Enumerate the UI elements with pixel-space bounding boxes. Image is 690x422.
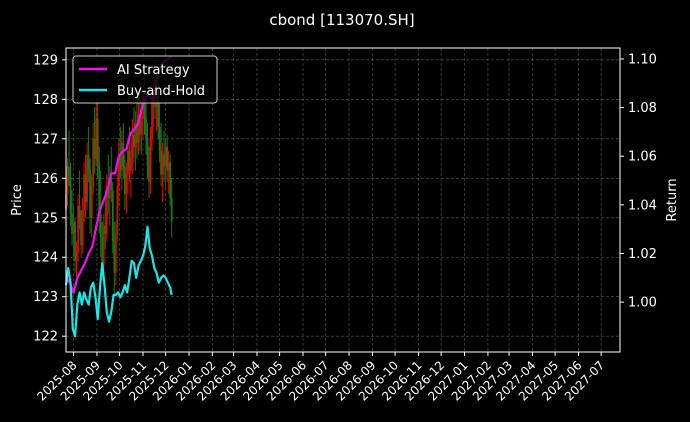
- plot-frame: [65, 47, 621, 353]
- y-tick-label-left: 128: [33, 93, 58, 108]
- y-tick-label-left: 126: [33, 172, 58, 187]
- candle-body: [120, 142, 123, 171]
- series-line-buy-and-hold: [64, 225, 173, 338]
- candle-body: [146, 138, 149, 167]
- candle-body: [157, 87, 159, 127]
- candle-body: [99, 213, 102, 238]
- candle-body: [116, 186, 119, 234]
- y-axis-right-label: Return: [665, 178, 680, 221]
- candle-body: [114, 233, 117, 274]
- candle-body: [145, 119, 147, 139]
- y-tick-label-right: 1.08: [628, 101, 657, 116]
- candle-body: [158, 126, 161, 151]
- candle-body: [108, 178, 111, 199]
- candle-body: [169, 162, 172, 199]
- candle-body: [136, 123, 138, 143]
- y-tick-label-right: 1.06: [628, 150, 657, 165]
- candle-body: [164, 146, 167, 167]
- y-axis-left-label: Price: [10, 184, 25, 216]
- candle-body: [107, 186, 110, 199]
- candle-body: [83, 174, 86, 210]
- candle-body: [90, 186, 93, 218]
- candle-body: [160, 150, 163, 175]
- candle-body: [131, 134, 134, 159]
- candle-body: [166, 146, 169, 171]
- y-tick-label-right: 1.02: [628, 247, 657, 262]
- y-tick-label-left: 122: [33, 330, 58, 345]
- candle-body: [105, 186, 108, 234]
- legend: AI Strategy Buy-and-Hold: [72, 55, 218, 104]
- candle-body: [167, 162, 170, 171]
- candle-body: [113, 241, 116, 274]
- candle-body: [84, 174, 87, 202]
- candle-body: [78, 205, 81, 218]
- y-tick-label-left: 124: [33, 251, 58, 266]
- candle-body: [133, 134, 135, 147]
- y-tick-label-right: 1.00: [628, 296, 657, 311]
- y-tick-label-left: 123: [33, 290, 58, 305]
- candle-body: [119, 154, 122, 171]
- legend-label-ai-strategy: AI Strategy: [117, 63, 190, 78]
- y-axis-right: 1.00 1.02 1.04 1.06 1.08 1.10: [620, 52, 657, 311]
- candle-body: [77, 205, 79, 254]
- candle-body: [149, 138, 152, 183]
- candle-body: [104, 225, 107, 234]
- candle-body: [81, 209, 84, 246]
- candle-body: [130, 158, 132, 171]
- candle-body: [140, 111, 143, 135]
- y-tick-label-left: 125: [33, 211, 58, 226]
- candle-body: [122, 142, 125, 167]
- candle-body: [87, 154, 90, 171]
- y-tick-label-right: 1.10: [628, 52, 657, 67]
- candle-body: [128, 150, 131, 171]
- candle-body: [123, 166, 126, 195]
- candle-body: [111, 190, 114, 242]
- candle-body: [80, 217, 82, 246]
- candle-body: [161, 154, 164, 175]
- candle-body: [163, 154, 166, 167]
- legend-box: [72, 55, 218, 104]
- grid: [66, 48, 620, 352]
- y-axis-left: 122 123 124 125 126 127 128 129: [33, 53, 66, 345]
- y-tick-label-left: 127: [33, 132, 58, 147]
- candle-body: [102, 225, 105, 266]
- candle-body: [75, 253, 78, 262]
- candle-body: [72, 221, 75, 234]
- candle-body: [69, 178, 72, 214]
- candle-body: [86, 154, 89, 202]
- y-tick-label-right: 1.04: [628, 198, 657, 213]
- x-axis: 2025-082025-092025-102025-112025-122026-…: [34, 352, 607, 404]
- candle-body: [148, 166, 150, 183]
- candle-body: [134, 123, 137, 147]
- candle-body: [95, 119, 98, 159]
- candle-body: [98, 162, 101, 214]
- candle-body: [89, 170, 92, 218]
- candle-body: [143, 91, 146, 120]
- y-tick-label-left: 129: [33, 53, 58, 68]
- candle-body: [92, 138, 95, 187]
- candle-body: [74, 221, 76, 262]
- candle-body: [151, 103, 153, 139]
- candle-body: [125, 174, 128, 195]
- candle-body: [117, 154, 120, 187]
- candle-body: [68, 166, 70, 179]
- candle-body: [110, 178, 113, 191]
- chart-title: cbond [113070.SH]: [269, 11, 414, 29]
- candle-body: [126, 150, 129, 175]
- candle-body: [101, 237, 104, 266]
- candle-body: [71, 213, 73, 234]
- candle-body: [93, 138, 96, 159]
- candle-body: [139, 115, 141, 135]
- legend-label-buy-and-hold: Buy-and-Hold: [117, 84, 205, 99]
- candle-body: [137, 115, 140, 143]
- candle-body: [66, 166, 69, 195]
- candle-body: [96, 119, 99, 163]
- candle-body: [170, 198, 173, 222]
